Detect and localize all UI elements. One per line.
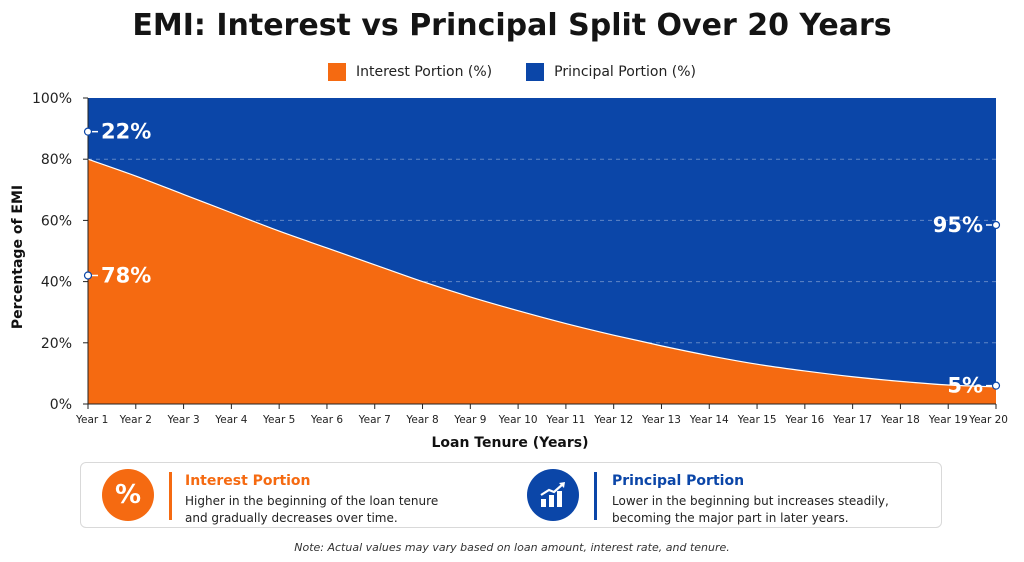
principal-info-divider [594, 472, 597, 520]
x-tick-label: Year 15 [737, 414, 777, 426]
x-tick-label: Year 19 [928, 414, 968, 426]
legend-label-interest: Interest Portion (%) [355, 64, 493, 80]
interest-info-text: Higher in the beginning of the loan tenu… [185, 493, 485, 527]
interest-area[interactable] [88, 159, 996, 404]
principal-info-text: Lower in the beginning but increases ste… [612, 493, 912, 527]
x-tick-label: Year 10 [498, 414, 538, 426]
area-chart: 0%20%40%60%80%100% Year 1 Year 2 Year 3 Yea… [10, 91, 1008, 451]
callout-label: 5% [947, 374, 983, 398]
y-tick-label: 0% [50, 397, 72, 413]
callout-5-percent: 5% [947, 374, 1001, 398]
x-axis-title: Loan Tenure (Years) [431, 435, 588, 451]
principal-info-title: Principal Portion [612, 473, 745, 489]
legend-swatch-principal [526, 63, 545, 81]
legend-label-principal: Principal Portion (%) [554, 64, 697, 80]
y-tick-label: 100% [32, 91, 72, 107]
callout-78-percent: 78% [83, 263, 151, 287]
y-tick-label: 60% [41, 213, 72, 229]
x-tick-label: Year 6 [310, 414, 344, 426]
x-tick-label: Year 14 [689, 414, 729, 426]
interest-boundary-line [87, 158, 997, 388]
y-tick-label: 40% [41, 275, 72, 291]
callouts: 22% 78% 95% 5% [83, 120, 1001, 398]
x-tick-label: Year 7 [358, 414, 391, 426]
interest-info-badge: % [102, 469, 154, 521]
callout-marker [83, 271, 93, 280]
callout-label: 78% [101, 263, 151, 287]
x-tick-label: Year 3 [166, 414, 199, 426]
x-tick-label: Year 16 [784, 414, 824, 426]
interest-info-line-1: Higher in the beginning of the loan tenu… [185, 494, 439, 508]
callout-label: 95% [933, 213, 983, 237]
callout-marker [83, 127, 93, 136]
x-tick-label: Year 17 [832, 414, 872, 426]
x-tick-label: Year 4 [214, 414, 248, 426]
callout-marker [991, 220, 1001, 230]
callout-95-percent: 95% [933, 213, 1001, 237]
x-tick-label: Year 5 [262, 414, 295, 426]
interest-info-divider [169, 472, 172, 520]
callout-marker [991, 381, 1001, 390]
y-tick-label: 20% [41, 336, 72, 352]
x-tick-label: Year 11 [545, 414, 585, 426]
chart-legend: Interest Portion (%) Principal Portion (… [0, 62, 1024, 82]
legend-swatch-interest [327, 63, 346, 81]
growth-chart-icon [540, 482, 565, 507]
x-tick-label: Year 2 [119, 414, 152, 426]
legend-item-principal[interactable]: Principal Portion (%) [526, 63, 696, 81]
x-tick-label: Year 13 [641, 414, 681, 426]
x-tick-label: Year 9 [453, 414, 486, 426]
x-tick-label: Year 20 [968, 414, 1008, 426]
x-tick-label: Year 1 [75, 414, 108, 426]
callout-22-percent: 22% [83, 120, 151, 144]
x-tick-label: Year 18 [880, 414, 920, 426]
chart-title: EMI: Interest vs Principal Split Over 20… [132, 8, 892, 43]
y-axis-ticks: 0% 20% 40% 60% 80% 100% [32, 91, 88, 413]
callout-label: 22% [101, 120, 151, 144]
y-tick-label: 80% [41, 152, 72, 168]
x-tick-label: Year 8 [405, 414, 438, 426]
interest-info-line-2: and gradually decreases over time. [185, 511, 398, 525]
principal-info-line-1: Lower in the beginning but increases ste… [612, 494, 889, 508]
y-axis-title: Percentage of EMI [10, 185, 26, 329]
principal-info-line-2: becoming the major part in later years. [612, 511, 849, 525]
interest-info-title: Interest Portion [185, 473, 311, 489]
footnote: Note: Actual values may vary based on lo… [294, 541, 730, 554]
legend-item-interest[interactable]: Interest Portion (%) [327, 63, 493, 81]
x-axis-ticks: Year 1 Year 2 Year 3 Year 4 Year 5 Year 6 Year… [75, 404, 1008, 426]
x-tick-label: Year 12 [593, 414, 633, 426]
info-box: % Interest Portion Higher in the beginni… [80, 462, 942, 528]
percent-icon: % [114, 480, 142, 510]
principal-info-badge [527, 469, 579, 521]
